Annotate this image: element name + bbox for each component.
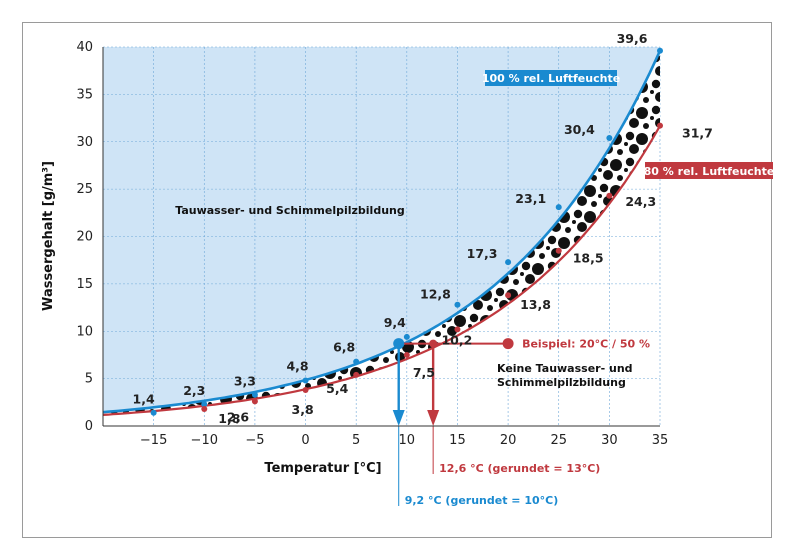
example-label: Beispiel: 20°C / 50 % (522, 338, 650, 351)
data-label-100: 9,4 (384, 315, 406, 330)
region-no-condensation-line1: Keine Tauwasser- und (497, 362, 633, 375)
x-tick-label: 20 (500, 433, 517, 448)
legend-100: 100 % rel. Luftfeuchte (482, 70, 620, 86)
legend-100-label: 100 % rel. Luftfeuchte (482, 72, 620, 85)
x-tick-label: −5 (245, 433, 264, 448)
data-label-100: 12,8 (420, 287, 451, 302)
point-80 (403, 351, 410, 358)
point-100 (555, 204, 562, 211)
data-label-80: 18,5 (573, 251, 604, 266)
x-tick-label: 35 (652, 433, 669, 448)
point-100 (403, 333, 410, 340)
point-80 (353, 371, 360, 378)
y-tick-label: 25 (76, 182, 93, 197)
point-80 (555, 247, 562, 254)
y-tick-label: 0 (85, 419, 93, 434)
point-80 (505, 292, 512, 299)
y-tick-label: 40 (76, 40, 93, 55)
condensation-area (103, 47, 660, 413)
x-tick-label: −15 (140, 433, 167, 448)
point-100 (302, 377, 309, 384)
dewpoint-100-label: 9,2 °C (gerundet = 10°C) (405, 494, 559, 507)
point-80 (302, 386, 309, 393)
point-80 (251, 398, 258, 405)
data-label-100: 30,4 (564, 122, 595, 137)
data-label-80: 5,4 (326, 381, 348, 396)
data-label-80: 13,8 (520, 297, 551, 312)
data-label-80: 1,8 (218, 411, 240, 426)
point-100 (251, 391, 258, 398)
x-tick-label: 15 (449, 433, 466, 448)
legend-80: 80 % rel. Luftfeuchte (644, 162, 775, 179)
data-label-100: 17,3 (467, 246, 498, 261)
y-tick-label: 20 (76, 230, 93, 245)
x-tick-label: 5 (352, 433, 360, 448)
data-label-80: 31,7 (682, 126, 713, 141)
y-tick-label: 15 (76, 277, 93, 292)
point-100 (606, 134, 613, 141)
data-label-100: 6,8 (333, 340, 355, 355)
data-label-100: 39,6 (617, 31, 648, 46)
data-label-100: 1,4 (133, 392, 155, 407)
region-no-condensation-line2: Schimmelpilzbildung (497, 376, 626, 389)
data-label-80: 7,5 (413, 365, 435, 380)
point-80 (606, 192, 613, 199)
legend-80-box (645, 162, 773, 179)
data-label-100: 4,8 (286, 359, 308, 374)
data-label-100: 23,1 (515, 191, 546, 206)
series-line-80 (102, 125, 661, 416)
x-tick-label: 0 (301, 433, 309, 448)
x-tick-label: 10 (399, 433, 416, 448)
data-label-100: 2,3 (183, 383, 205, 398)
y-axis-title: Wassergehalt [g/m³] (41, 161, 56, 311)
data-label-80: 3,8 (292, 402, 314, 417)
point-100 (201, 401, 208, 408)
point-80 (454, 326, 461, 333)
data-label-80: 2,6 (227, 409, 249, 424)
y-tick-label: 5 (85, 372, 93, 387)
point-100 (657, 47, 663, 54)
point-100 (505, 259, 512, 266)
dewpoint-80-arrow-head (427, 410, 440, 426)
point-80 (657, 122, 663, 129)
point-80 (201, 405, 208, 412)
point-100 (454, 301, 461, 308)
y-tick-label: 10 (76, 324, 93, 339)
example-point (502, 338, 514, 350)
data-label-80: 10,2 (441, 332, 472, 347)
point-100 (353, 358, 360, 365)
x-tick-label: 30 (601, 433, 618, 448)
region-condensation-label: Tauwasser- und Schimmelpilzbildung (175, 204, 405, 217)
point-100 (150, 409, 157, 416)
x-tick-label: 25 (550, 433, 567, 448)
data-label-80: 24,3 (625, 194, 656, 209)
dewpoint-100-arrow-head (392, 410, 405, 426)
legend-100-box (485, 70, 617, 86)
dewpoint-80-label: 12,6 °C (gerundet = 13°C) (439, 462, 600, 475)
legend-80-label: 80 % rel. Luftfeuchte (644, 165, 775, 178)
y-tick-label: 30 (76, 135, 93, 150)
data-label-100: 3,3 (234, 374, 256, 389)
x-axis-title: Temperatur [°C] (264, 461, 381, 476)
y-tick-label: 35 (76, 87, 93, 102)
series-line-100 (102, 50, 662, 414)
x-tick-label: −10 (191, 433, 218, 448)
